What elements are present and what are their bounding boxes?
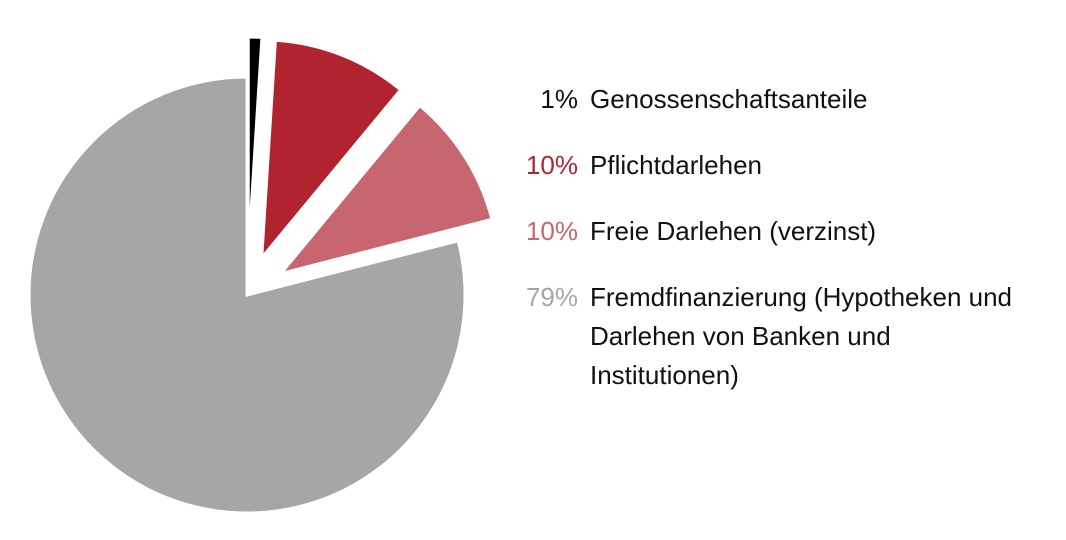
legend-label: Freie Darlehen (verzinst): [590, 216, 877, 246]
pie-chart: [27, 35, 494, 515]
legend-label: Fremdfinanzierung (Hypotheken und Darleh…: [590, 282, 1013, 390]
legend-item: 1% Genossenschaftsanteile: [500, 80, 1040, 119]
pie-slice: [27, 75, 467, 515]
value-label: 79%: [525, 282, 578, 312]
value-label: 1%: [540, 84, 578, 114]
legend-label: Genossenschaftsanteile: [590, 84, 868, 114]
legend: 1% Genossenschaftsanteile 10% Pflichtdarleh…: [500, 80, 1040, 422]
value-label: 10%: [525, 150, 578, 180]
pie-slice: [246, 35, 264, 256]
legend-item: 10% Pflichtdarlehen: [500, 146, 1040, 185]
pie-slice: [259, 38, 403, 263]
legend-item: 79% Fremdfinanzierung (Hypotheken und Dar…: [500, 278, 1040, 395]
value-label: 10%: [525, 216, 578, 246]
legend-item: 10% Freie Darlehen (verzinst): [500, 212, 1040, 251]
pie-slice: [276, 103, 494, 277]
legend-label: Pflichtdarlehen: [590, 150, 762, 180]
